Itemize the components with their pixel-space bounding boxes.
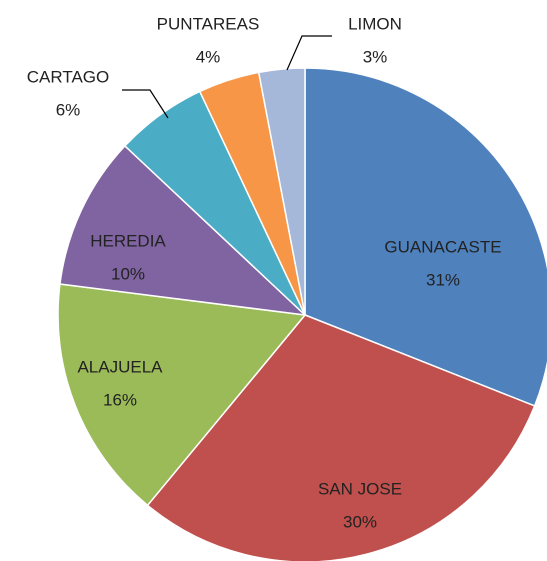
value-label: 10% <box>111 264 145 283</box>
leader-line <box>286 35 332 71</box>
category-label: ALAJUELA <box>77 357 163 376</box>
pie <box>57 67 547 561</box>
pie-slice <box>59 144 308 317</box>
value-label: 31% <box>426 270 460 289</box>
labels: GUANACASTE 31% SAN JOSE 30% ALAJUELA 16% HERED… <box>27 14 502 531</box>
category-label: SAN JOSE <box>318 479 402 498</box>
category-label: PUNTAREAS <box>157 14 260 33</box>
pie-slice <box>304 67 547 407</box>
value-label: 4% <box>196 47 221 66</box>
category-label: CARTAGO <box>27 67 110 86</box>
leader-line <box>122 89 169 119</box>
category-label: HEREDIA <box>90 231 166 250</box>
value-label: 6% <box>56 100 81 119</box>
category-label: LIMON <box>348 14 402 33</box>
pie-slice <box>257 67 306 316</box>
value-label: 16% <box>103 390 137 409</box>
category-label: GUANACASTE <box>384 237 501 256</box>
pie-slice <box>57 283 307 507</box>
value-label: 3% <box>363 47 388 66</box>
pie-slice <box>146 314 536 561</box>
value-label: 30% <box>343 512 377 531</box>
